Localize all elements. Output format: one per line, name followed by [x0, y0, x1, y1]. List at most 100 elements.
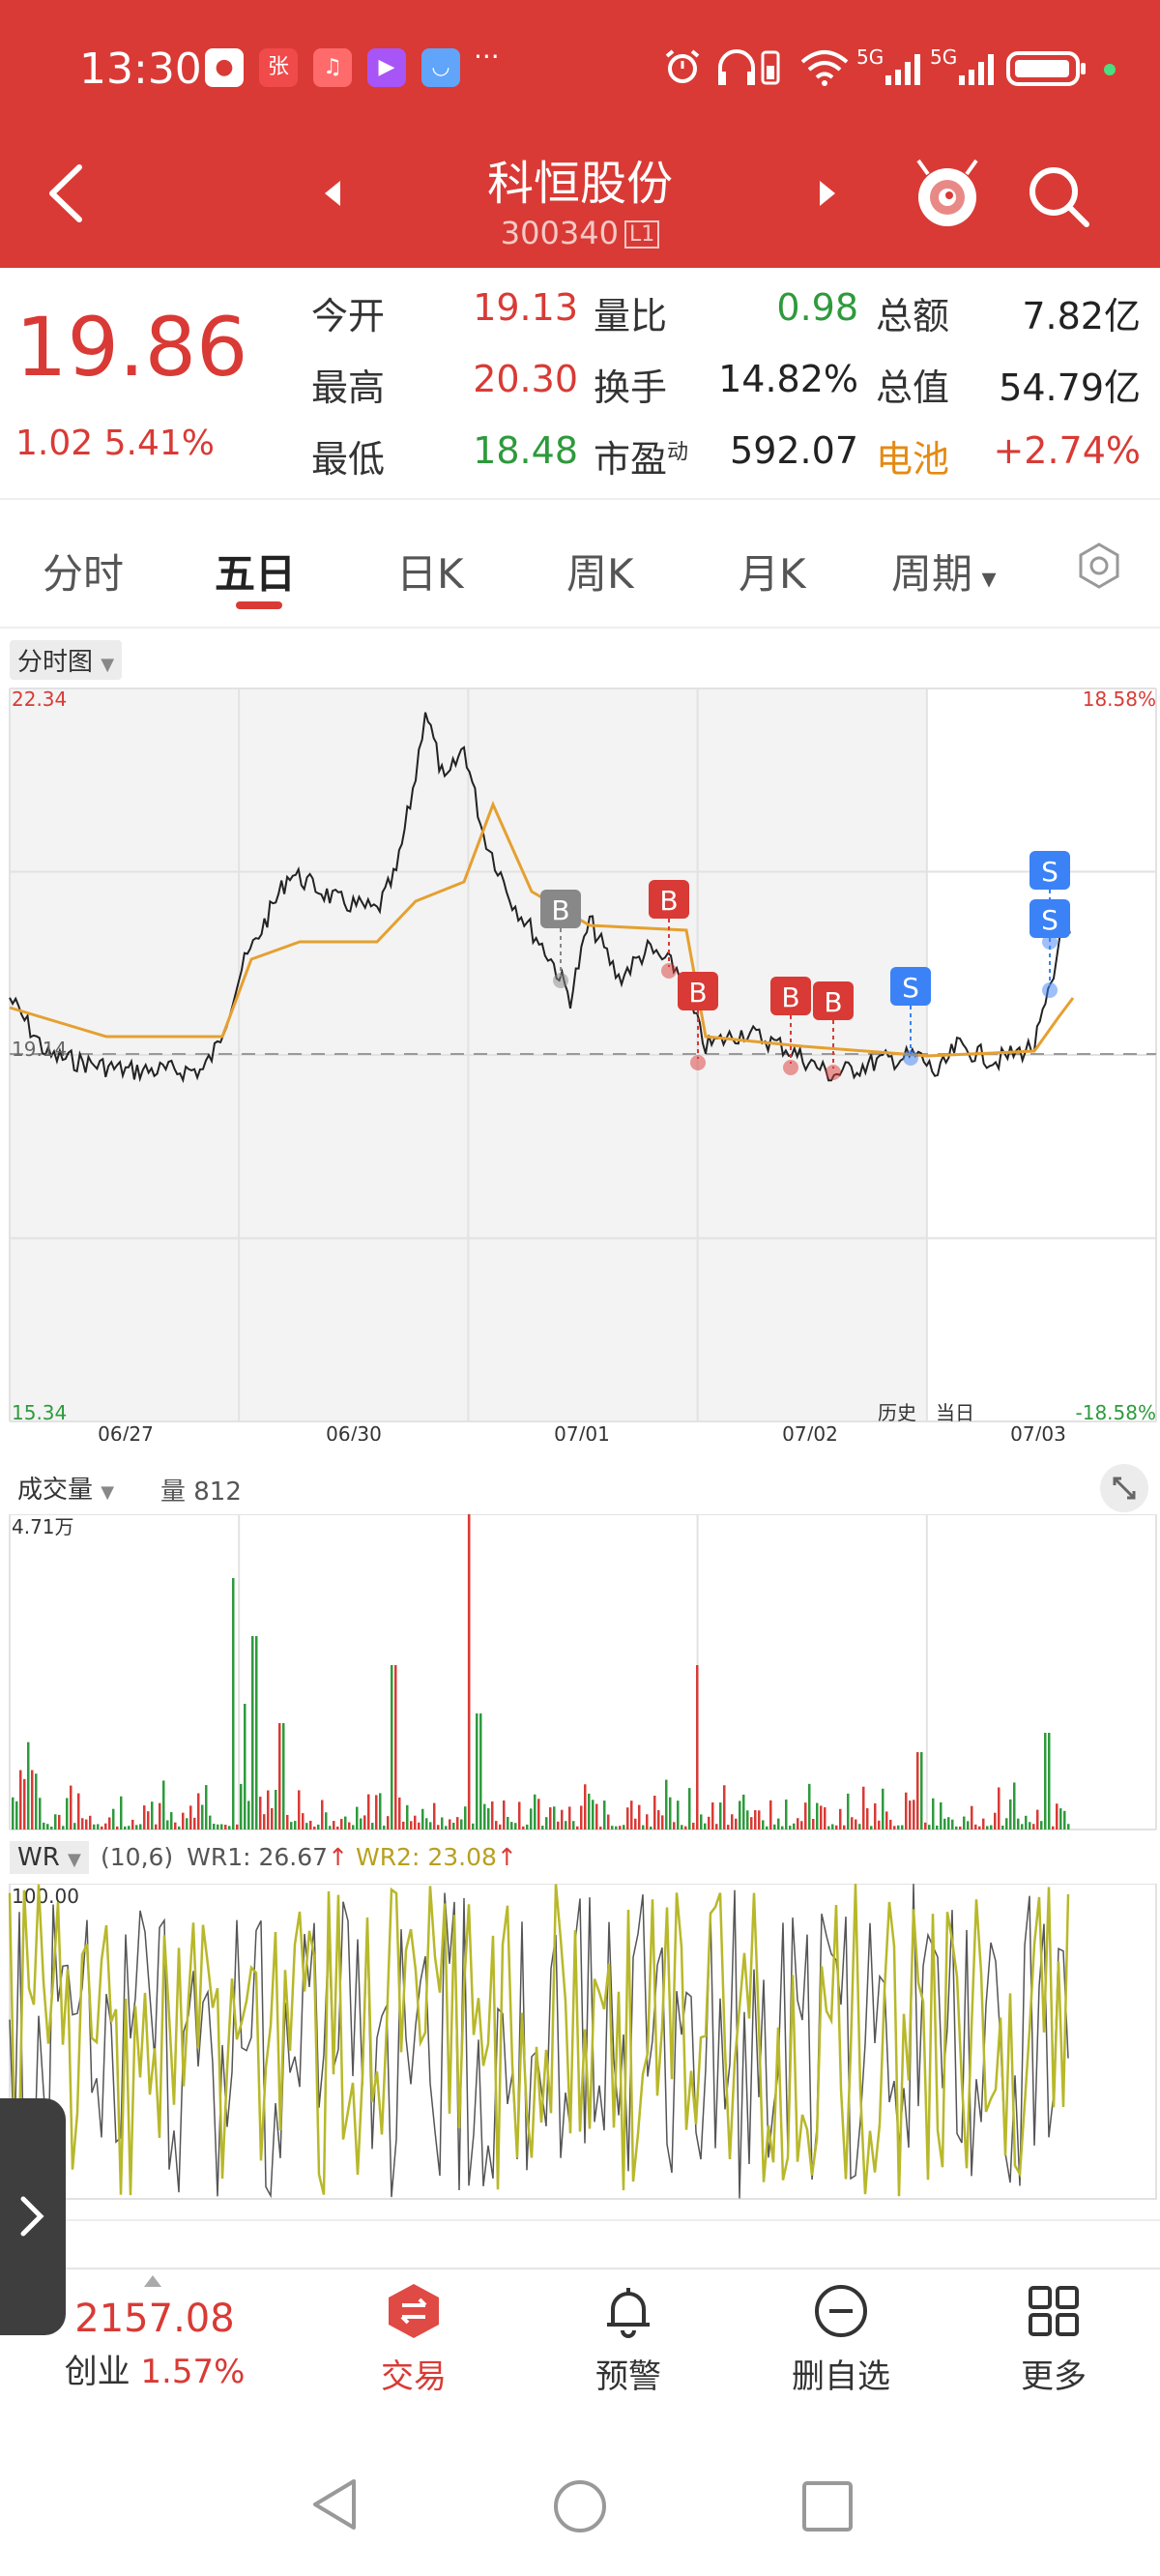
battery-small-icon: [761, 50, 780, 85]
trade-marker-buy[interactable]: B: [678, 972, 718, 1070]
quote-value: 20.30: [473, 358, 578, 400]
volume-bar: [406, 1804, 409, 1830]
tab-0[interactable]: 分时: [43, 542, 124, 600]
volume-bar: [1021, 1824, 1024, 1830]
volume-bar: [1036, 1809, 1039, 1830]
volume-bar: [1029, 1822, 1031, 1830]
volume-bar: [665, 1779, 668, 1830]
volume-bar: [982, 1818, 985, 1830]
volume-bar: [800, 1821, 803, 1830]
volume-bar: [31, 1770, 34, 1830]
trade-marker-sell[interactable]: S: [890, 967, 931, 1066]
volume-bar: [932, 1798, 935, 1830]
chart-type-selector[interactable]: 分时图 ▼: [10, 640, 123, 680]
volume-bar: [669, 1797, 672, 1830]
alert-button[interactable]: 预警: [561, 2282, 696, 2397]
volume-bar: [1052, 1826, 1055, 1830]
volume-bar: [46, 1824, 49, 1830]
assistant-robot-icon[interactable]: [909, 155, 986, 232]
volume-bar: [23, 1778, 26, 1830]
volume-selector[interactable]: 成交量 ▼: [10, 1468, 123, 1508]
volume-bar: [719, 1802, 722, 1830]
volume-bar: [325, 1812, 328, 1830]
svg-text:5G: 5G: [930, 45, 957, 69]
index-block[interactable]: 2157.08 创业 1.57%: [58, 2297, 251, 2392]
quote-label: 电池: [876, 429, 949, 483]
volume-bar: [89, 1815, 92, 1830]
back-icon[interactable]: [39, 160, 97, 227]
chart-settings-icon[interactable]: [1075, 542, 1123, 590]
volume-bar: [866, 1808, 869, 1830]
volume-bar: [943, 1818, 946, 1830]
volume-bar: [186, 1818, 188, 1830]
volume-bar: [275, 1790, 277, 1830]
tab-2[interactable]: 日K: [396, 542, 464, 600]
volume-bar: [998, 1787, 1000, 1830]
volume-bar: [885, 1811, 888, 1830]
trade-button[interactable]: 交易: [346, 2282, 481, 2397]
volume-bar: [599, 1826, 602, 1830]
marker-box: [770, 977, 811, 1015]
volume-bar: [479, 1713, 482, 1830]
index-name: 创业: [64, 2353, 130, 2391]
tab-3[interactable]: 周K: [566, 542, 634, 600]
volume-bar: [568, 1806, 571, 1830]
volume-bar: [889, 1819, 892, 1830]
volume-bar: [580, 1805, 583, 1830]
volume-bar: [398, 1797, 401, 1830]
trade-marker-buy[interactable]: B: [649, 880, 689, 979]
wr-selector[interactable]: WR ▼: [10, 1841, 89, 1874]
volume-bar: [920, 1752, 923, 1830]
tab-1[interactable]: 五日: [215, 542, 296, 600]
volume-bar: [317, 1824, 320, 1830]
trade-marker-buy[interactable]: B: [813, 981, 854, 1080]
volume-bar: [294, 1821, 297, 1830]
quote-label-text: 最低: [311, 438, 386, 481]
volume-bar: [410, 1821, 413, 1830]
volume-bar: [155, 1824, 158, 1830]
quote-label: 换手: [594, 358, 667, 411]
volume-bar: [298, 1790, 301, 1830]
tab-5[interactable]: 周期 ▾: [891, 542, 997, 600]
volume-bar: [189, 1805, 192, 1830]
search-icon[interactable]: [1025, 162, 1092, 230]
volume-bar: [1063, 1810, 1066, 1830]
volume-bar: [491, 1801, 494, 1830]
marker-box: [890, 967, 931, 1006]
volume-bar: [874, 1802, 877, 1830]
side-drawer-handle[interactable]: [0, 2098, 66, 2335]
volume-bar: [93, 1824, 96, 1830]
trade-marker-buy[interactable]: B: [770, 977, 811, 1075]
quote-label-text: 最高: [311, 366, 386, 409]
base-value-label: 19.14: [12, 1038, 67, 1061]
marker-dot: [690, 1055, 706, 1070]
volume-bar: [421, 1808, 424, 1830]
volume-bar: [615, 1826, 618, 1830]
volume-bar: [456, 1817, 459, 1830]
volume-bar: [162, 1780, 165, 1830]
volume-bar: [321, 1800, 324, 1830]
remove-watchlist-button[interactable]: 删自选: [773, 2282, 909, 2397]
volume-bar: [1040, 1821, 1043, 1830]
nav-recents-icon[interactable]: [800, 2479, 855, 2533]
current-price: 19.86: [15, 300, 248, 395]
volume-bar: [159, 1802, 161, 1830]
more-button[interactable]: 更多: [986, 2282, 1121, 2397]
trade-marker-sell[interactable]: S: [1030, 899, 1070, 998]
marker-dot: [1042, 982, 1058, 998]
nav-home-icon[interactable]: [551, 2477, 609, 2535]
fullscreen-icon[interactable]: [1098, 1462, 1150, 1514]
trade-marker-hist[interactable]: B: [540, 890, 581, 988]
volume-bar: [897, 1825, 900, 1830]
volume-bar: [302, 1813, 304, 1830]
volume-bar: [696, 1665, 699, 1830]
nav-back-icon[interactable]: [307, 2475, 362, 2533]
quote-label: 市盈动: [594, 429, 688, 483]
volume-bar: [247, 1800, 250, 1830]
tab-4[interactable]: 月K: [739, 542, 806, 600]
volume-bar: [379, 1793, 382, 1830]
next-stock-icon[interactable]: [812, 179, 841, 208]
volume-bar: [97, 1824, 100, 1830]
prev-stock-icon[interactable]: [319, 179, 348, 208]
